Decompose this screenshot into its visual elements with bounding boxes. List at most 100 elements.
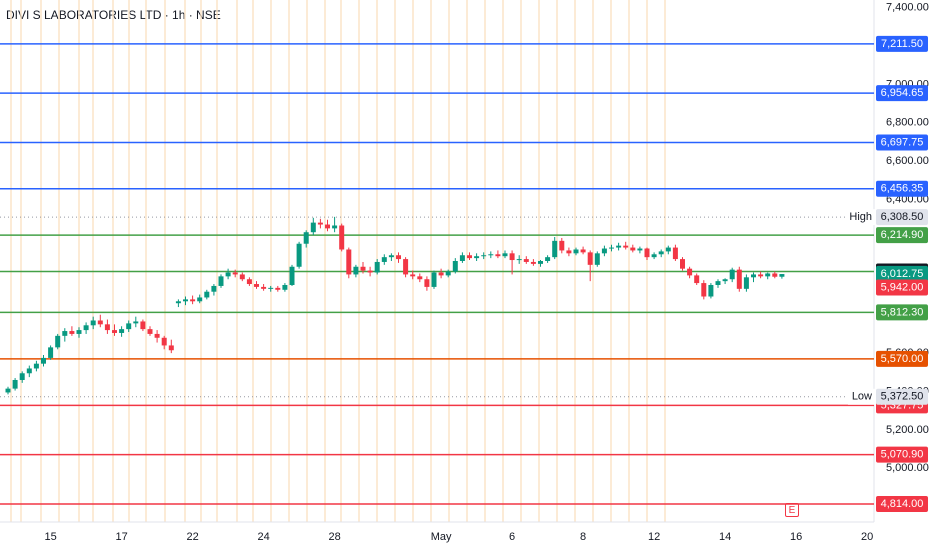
candle-body <box>616 245 622 248</box>
candle-body <box>474 256 480 259</box>
session-stripe <box>164 0 166 522</box>
candle-body <box>339 225 345 250</box>
candle-body <box>410 274 416 277</box>
candle-body <box>190 299 196 302</box>
candle-body <box>438 272 444 276</box>
level-price-tag: 4,814.00 <box>881 498 924 510</box>
session-stripe <box>520 0 522 522</box>
candle-body <box>594 253 600 265</box>
candle-body <box>90 320 96 326</box>
session-stripe <box>145 0 147 522</box>
candle-body <box>417 276 423 280</box>
candle-body <box>601 248 607 254</box>
candle-body <box>538 261 543 264</box>
session-stripe <box>448 0 450 522</box>
candle-body <box>183 299 188 302</box>
candle-body <box>147 329 153 334</box>
session-stripe <box>128 0 130 522</box>
candle-body <box>587 252 593 265</box>
candle-body <box>552 240 558 258</box>
candle-body <box>424 279 430 287</box>
x-tick-label: 20 <box>861 531 873 543</box>
candle-body <box>452 261 458 272</box>
x-tick-label: 12 <box>648 531 660 543</box>
candle-body <box>360 266 366 271</box>
candle-body <box>573 249 579 254</box>
level-price-tag-bg <box>876 446 928 463</box>
session-stripe <box>358 0 360 522</box>
session-stripe <box>306 0 308 522</box>
candle-body <box>658 251 664 255</box>
candle-body <box>694 275 700 284</box>
x-tick-label: 8 <box>580 531 586 543</box>
candle-body <box>431 272 437 287</box>
candle-body <box>609 247 614 249</box>
candle-body <box>62 331 68 336</box>
candle-body <box>580 249 586 253</box>
candle-body <box>232 272 238 275</box>
candle-body <box>708 284 714 297</box>
session-stripe <box>252 0 254 522</box>
session-stripe <box>430 0 432 522</box>
candle-body <box>126 323 132 330</box>
candle-body <box>225 272 231 277</box>
candle-body <box>12 379 18 389</box>
candle-body <box>175 301 181 304</box>
x-tick-label: 6 <box>509 531 515 543</box>
candle-body <box>211 285 217 292</box>
session-stripe <box>92 0 94 522</box>
level-price-tag: 7,211.50 <box>881 38 923 50</box>
candle-body <box>239 274 245 280</box>
candle-body <box>69 331 75 334</box>
candle-body <box>722 279 728 282</box>
y-tick-label: 5,000.00 <box>886 462 929 474</box>
candle-body <box>687 268 693 276</box>
level-price-tag-bg <box>876 227 928 244</box>
candle-body <box>303 232 309 244</box>
y-tick-label: 5,200.00 <box>886 424 929 436</box>
candle-body <box>772 273 778 277</box>
candle-body <box>672 247 678 260</box>
candle-body <box>246 279 252 285</box>
x-tick-label: 15 <box>44 531 56 543</box>
candle-body <box>459 255 465 261</box>
candle-body <box>104 324 110 331</box>
candle-body <box>715 281 721 285</box>
candle-body <box>559 240 565 251</box>
session-stripe <box>288 0 290 522</box>
level-price-tag: 5,070.90 <box>881 449 924 461</box>
candle-body <box>779 274 785 277</box>
candle-body <box>5 388 11 393</box>
candle-body <box>112 330 117 333</box>
candle-body <box>396 255 401 260</box>
session-stripe <box>324 0 326 522</box>
candle-body <box>325 224 330 229</box>
candle-body <box>261 286 267 289</box>
level-price-tag-bg <box>876 85 928 102</box>
candle-body <box>736 269 742 289</box>
marker-price-tag: 5,372.50 <box>881 391 924 403</box>
candle-body <box>55 335 61 348</box>
marker-name-label: Low <box>852 391 872 403</box>
level-price-tag: 6,954.65 <box>881 87 924 99</box>
candle-body <box>495 254 501 257</box>
session-stripe <box>664 0 666 522</box>
candle-body <box>154 333 160 338</box>
candle-body <box>481 255 487 257</box>
session-stripe <box>236 0 238 522</box>
candle-body <box>41 357 46 364</box>
earnings-event-icon[interactable]: E <box>785 503 799 517</box>
level-price-tag-bg <box>876 304 928 321</box>
candle-body <box>168 345 174 351</box>
candle-body <box>119 329 125 333</box>
session-stripe <box>556 0 558 522</box>
marker-name-bg <box>848 209 876 226</box>
candle-body <box>502 253 508 257</box>
y-tick-label: 7,400.00 <box>886 2 929 14</box>
candle-body <box>488 254 494 256</box>
x-tick-label: 16 <box>790 531 802 543</box>
prev-close-tag: 5,942.00 <box>881 281 924 293</box>
level-price-tag-bg <box>876 350 928 367</box>
session-stripe <box>216 0 218 522</box>
